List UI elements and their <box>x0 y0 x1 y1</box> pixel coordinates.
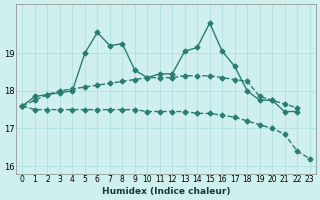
X-axis label: Humidex (Indice chaleur): Humidex (Indice chaleur) <box>102 187 230 196</box>
